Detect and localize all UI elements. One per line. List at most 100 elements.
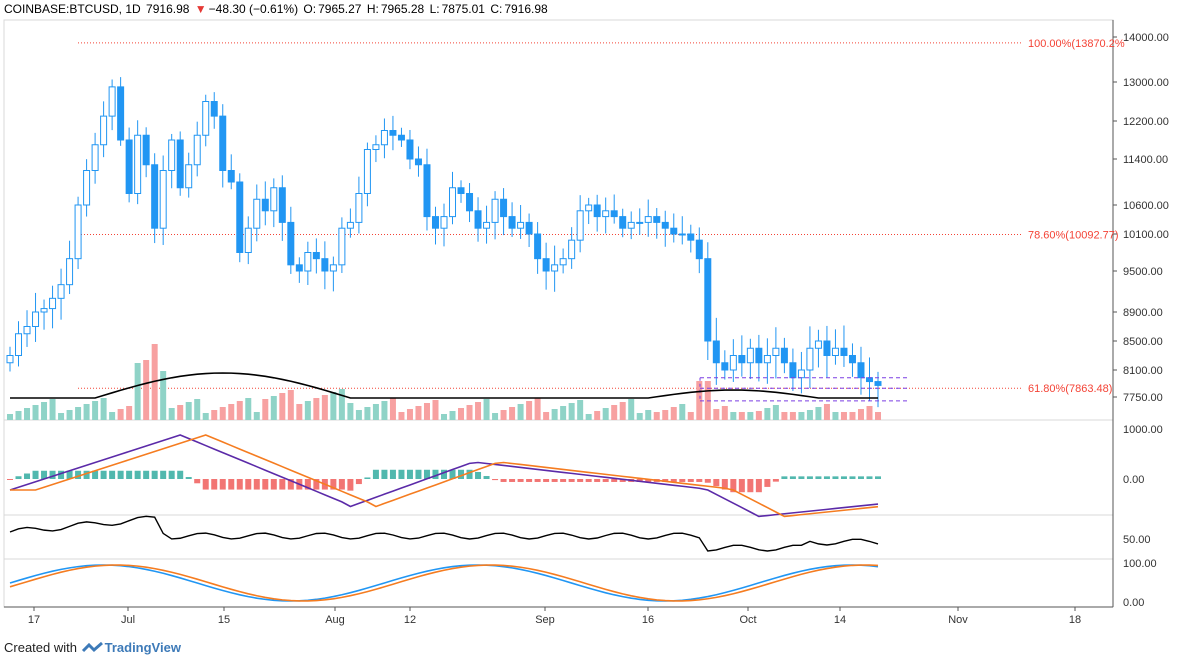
macd-histogram-bar <box>636 479 643 482</box>
volume-bar <box>398 412 405 420</box>
macd-histogram-bar <box>270 479 277 490</box>
candle-body <box>746 347 754 364</box>
volume-bar <box>721 406 728 420</box>
volume-bar <box>730 412 737 420</box>
stoch-d-line <box>9 564 879 602</box>
time-tick-label: 12 <box>404 614 416 626</box>
macd-histogram-bar <box>857 476 864 479</box>
volume-bar <box>798 412 805 420</box>
candle-body <box>91 144 99 171</box>
macd-histogram-bar <box>41 470 48 479</box>
macd-histogram-bar <box>58 470 65 479</box>
open-label: O: <box>303 2 317 16</box>
macd-histogram-bar <box>806 476 813 479</box>
volume-bar <box>41 402 48 420</box>
time-axis: 17 Jul 15 Aug 12 Sep 16 Oct 14 Nov 18 <box>28 607 1081 626</box>
macd-histogram-bar <box>262 479 269 490</box>
last-price: 7916.98 <box>146 2 190 16</box>
price-tick-label: 9500.00 <box>1123 266 1163 278</box>
symbol-label[interactable]: COINBASE:BTCUSD, 1D <box>4 2 141 16</box>
candle-body <box>780 347 788 364</box>
candle-body <box>193 134 201 166</box>
macd-histogram-bar <box>577 479 584 482</box>
rsi-tick-label: 50.00 <box>1123 534 1151 546</box>
volume-bar <box>738 412 745 420</box>
volume-bar <box>815 407 822 420</box>
candle-body <box>219 115 227 171</box>
macd-histogram-bar <box>755 479 762 493</box>
time-tick-label: Jul <box>121 614 135 626</box>
range-box <box>699 377 908 402</box>
macd-histogram-bar <box>441 469 447 479</box>
macd-histogram-bar <box>372 469 379 479</box>
volume-bar <box>126 406 133 420</box>
candle-body <box>151 164 159 229</box>
volume-bar <box>330 392 337 420</box>
macd-histogram-bar <box>24 473 31 479</box>
price-change: −48.30 (−0.61%) <box>208 2 299 16</box>
volume-bar <box>287 390 294 420</box>
candle-body <box>414 158 422 166</box>
created-with-label: Created with <box>4 640 77 655</box>
tradingview-logo-icon <box>81 641 103 653</box>
volume-bar <box>789 412 796 420</box>
volume-bar <box>441 414 447 420</box>
volume-bar <box>245 398 252 420</box>
macd-histogram-bar <box>177 470 184 479</box>
macd-histogram-bar <box>219 479 226 490</box>
candle-body <box>627 221 635 229</box>
volume-bar <box>406 409 413 420</box>
pane-border <box>3 514 1114 560</box>
volume-bar <box>83 404 90 420</box>
volume-bar <box>517 404 524 420</box>
macd-histogram-bar <box>866 476 873 479</box>
volume-bar <box>560 406 567 420</box>
volume-bar <box>670 407 677 420</box>
macd-histogram-bar <box>109 470 116 479</box>
macd-histogram-bar <box>100 470 107 479</box>
macd-histogram-bar <box>798 476 805 479</box>
candle-body <box>772 347 780 356</box>
tradingview-brand[interactable]: TradingView <box>104 640 181 655</box>
volume-bar <box>313 398 320 420</box>
macd-histogram-bar <box>738 479 745 493</box>
candle-body <box>763 355 771 364</box>
macd-histogram-bar <box>475 471 482 479</box>
candle-body <box>551 264 559 272</box>
candle-body <box>108 86 116 117</box>
fib-levels: 100.00%(13870.2% 78.60%(10092.77) 61.80%(7… <box>78 38 1125 395</box>
rsi-line <box>9 515 879 552</box>
candle-body <box>542 258 550 272</box>
volume-bar <box>143 360 150 420</box>
macd-histogram-bar <box>500 479 507 482</box>
macd-histogram-bar <box>772 479 779 482</box>
volume-bar <box>832 412 839 420</box>
macd-histogram-bar <box>313 479 320 490</box>
volume-bar <box>92 401 99 420</box>
symbol-header: COINBASE:BTCUSD, 1D 7916.98 ▼ −48.30 (−0.… <box>4 2 550 16</box>
volume-bar <box>526 401 533 420</box>
candle-body <box>500 198 508 218</box>
signal-line <box>10 434 879 518</box>
volume-bar <box>211 410 218 420</box>
candle-body <box>142 134 150 166</box>
volume-bar <box>543 412 550 420</box>
time-tick-label: 17 <box>28 614 40 626</box>
volume-bar <box>509 407 516 420</box>
candle-body <box>789 362 797 379</box>
candle-body <box>721 362 729 371</box>
time-tick-label: 18 <box>1069 614 1081 626</box>
candle-body <box>134 134 142 194</box>
macd-histogram-bar <box>594 479 601 482</box>
candle-body <box>23 326 31 335</box>
candle-body <box>474 210 482 229</box>
volume-bar <box>185 402 192 420</box>
stoch-pane: 100.00 0.00 <box>9 558 1157 609</box>
candle-body <box>304 252 312 272</box>
macd-histogram-bar <box>509 479 516 482</box>
price-tick-label: 10600.00 <box>1123 200 1169 212</box>
time-tick-label: 14 <box>834 614 846 626</box>
macd-histogram-bar <box>619 479 626 482</box>
candle-body <box>874 381 882 386</box>
